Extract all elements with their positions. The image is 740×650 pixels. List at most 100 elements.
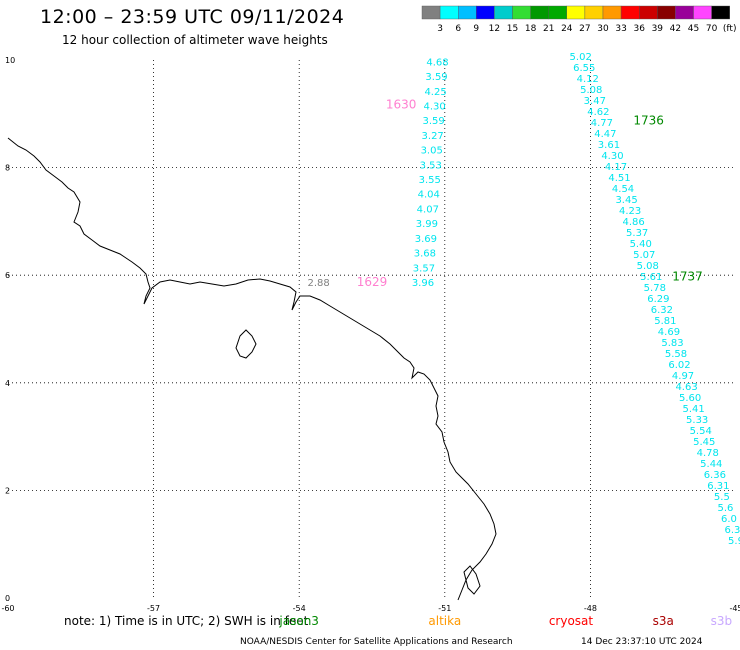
wave-height-label: 5.83 (661, 338, 683, 349)
wave-height-label: 6.3 (725, 525, 740, 536)
wave-height-label: 4.25 (424, 87, 446, 98)
satellite-legend-jason3: jason3 (278, 614, 319, 628)
wave-height-label: 5.78 (644, 283, 666, 294)
lon-tick-label: -51 (438, 604, 451, 613)
wave-height-label: 5.5 (714, 492, 730, 503)
generated-timestamp: 14 Dec 23:37:10 UTC 2024 (581, 637, 703, 647)
wave-height-label: 4.07 (417, 204, 439, 215)
legend-swatch (639, 5, 658, 20)
wave-height-label: 6.29 (647, 294, 669, 305)
legend-swatch (548, 5, 568, 20)
legend-label: 3 (437, 24, 443, 34)
legend-label: 9 (473, 24, 479, 34)
units-note: note: 1) Time is in UTC; 2) SWH is in fe… (64, 614, 309, 628)
wave-height-label: 4.62 (587, 107, 609, 118)
map-footer: note: 1) Time is in UTC; 2) SWH is in fe… (64, 614, 733, 647)
wave-height-label: 4.68 (426, 57, 448, 68)
map-subtitle: 12 hour collection of altimeter wave hei… (62, 33, 328, 47)
wave-height-label: 3.59 (425, 72, 447, 83)
wave-height-label: 4.54 (612, 184, 634, 195)
legend-label: 24 (561, 24, 573, 34)
wave-height-label: 4.51 (608, 173, 630, 184)
wave-height-label: 4.30 (423, 101, 445, 112)
wave-height-label: 3.53 (420, 160, 442, 171)
wave-height-label: 3.59 (423, 116, 445, 127)
legend-swatch (602, 5, 622, 20)
legend-label: 12 (489, 24, 500, 34)
wave-height-label: 5.61 (640, 272, 662, 283)
river-mouth-outline (463, 565, 481, 595)
wave-height-label: 4.69 (658, 327, 680, 338)
wave-height-label: 5.58 (665, 349, 687, 360)
wave-height-label: 5.02 (570, 52, 592, 63)
lon-tick-label: -60 (1, 604, 14, 613)
legend-label: 70 (706, 24, 718, 34)
lat-tick-label: 10 (5, 56, 15, 65)
lon-tick-label: -57 (147, 604, 160, 613)
legend-swatch (675, 5, 694, 20)
wave-height-label: 5.81 (654, 316, 676, 327)
wave-height-label: 3.96 (412, 278, 434, 289)
wave-height-label: 6.02 (668, 360, 690, 371)
wave-height-label: 5.08 (637, 261, 659, 272)
wave-height-label: 3.55 (419, 175, 441, 186)
legend-label: (ft) (723, 24, 737, 34)
legend-swatch (620, 5, 640, 20)
wave-height-label: 4.30 (601, 151, 623, 162)
lon-tick-label: -54 (293, 604, 306, 613)
wave-height-label: 4.77 (591, 118, 613, 129)
wave-height-label: 4.17 (605, 162, 627, 173)
island-outline (235, 329, 257, 359)
wave-height-label: 4.86 (623, 217, 645, 228)
legend-swatch (584, 5, 604, 20)
satellite-tracks: 4.68 3.59 4.25 4.30 3.59 3.27 3.05 3.53 3.55 4.04… (307, 52, 740, 547)
legend-swatch (566, 5, 586, 20)
wave-height-label: 4.12 (577, 74, 599, 85)
satellite-legend-s3b: s3b (711, 614, 733, 628)
pass-time-label: 1630 (386, 97, 417, 111)
legend-swatch (693, 5, 712, 20)
wave-height-label: 5.45 (693, 437, 715, 448)
wave-height-label: 6.32 (651, 305, 673, 316)
lat-tick-label: 8 (5, 164, 10, 173)
right-track: 5.026.554.125.083.474.624.774.473.614.30… (570, 52, 740, 547)
lon-tick-label: -48 (584, 604, 597, 613)
wave-height-label: 4.78 (697, 448, 719, 459)
satellite-legend-s3a: s3a (653, 614, 674, 628)
wave-height-label: 4.63 (675, 382, 697, 393)
wave-height-label: 3.57 (413, 263, 435, 274)
legend-swatch (657, 5, 676, 20)
pass-time-label: 1629 (357, 275, 388, 289)
wave-height-label: 6.31 (707, 481, 729, 492)
wave-height-label: 6.55 (573, 63, 595, 74)
legend-swatch (530, 5, 549, 20)
legend-label: 27 (579, 24, 590, 34)
wave-height-label: 3.99 (416, 219, 438, 230)
left-track: 4.68 3.59 4.25 4.30 3.59 3.27 3.05 3.53 3.55 4.04… (307, 57, 448, 289)
wave-height-label: 6.0 (721, 514, 737, 525)
satellite-legend-cryosat: cryosat (549, 614, 594, 628)
legend-swatch (512, 5, 531, 20)
legend-swatch (458, 5, 477, 20)
wave-height-label: 5.08 (580, 85, 602, 96)
wave-height-label: 3.05 (421, 146, 443, 157)
wave-height-label: 3.68 (414, 249, 436, 260)
wave-height-label: 5.07 (633, 250, 655, 261)
legend-swatch (494, 5, 513, 20)
wave-height-label: 3.47 (584, 96, 606, 107)
wave-height-label: 5.44 (700, 459, 722, 470)
satellite-legend-altika: altika (428, 614, 461, 628)
wave-height-label: 5.54 (690, 426, 712, 437)
wave-height-label: 4.04 (418, 190, 440, 201)
coastline (7, 137, 497, 601)
legend-swatch (711, 5, 730, 20)
wave-height-label: 3.69 (415, 234, 437, 245)
lat-tick-label: 0 (5, 594, 10, 603)
wave-height-label: 4.23 (619, 206, 641, 217)
map-title: 12:00 – 23:59 UTC 09/11/2024 (40, 6, 345, 28)
wave-height-label: 6.36 (704, 470, 726, 481)
legend-label: 45 (688, 24, 699, 34)
legend-label: 6 (455, 24, 461, 34)
map-grid: -60 -57 -54 -51 -48 -45 0 2 4 6 8 10 (1, 56, 740, 613)
wave-height-label: 2.88 (307, 278, 329, 289)
